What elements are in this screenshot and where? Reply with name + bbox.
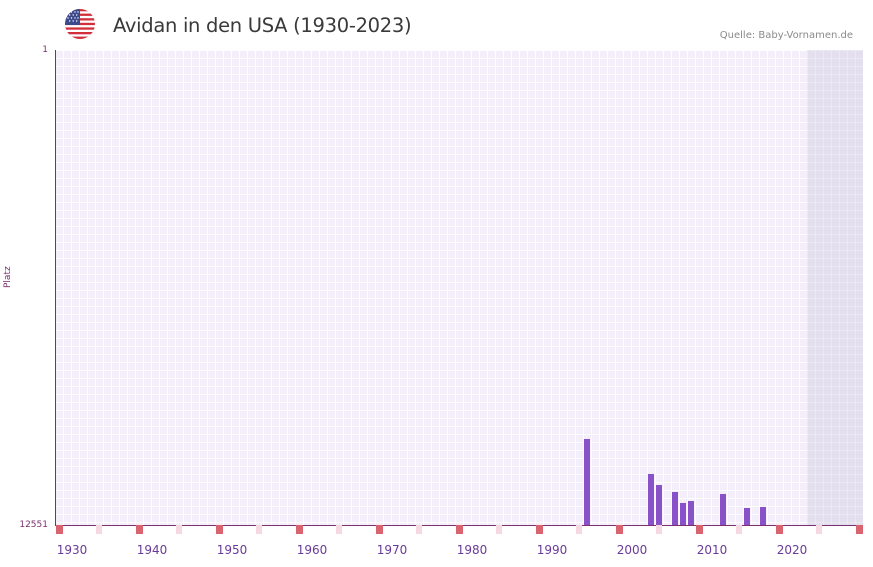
decade-marker [696,525,703,534]
y-axis-line [55,50,56,525]
half-decade-marker [496,525,502,534]
half-decade-marker [336,525,342,534]
half-decade-marker [816,525,822,534]
chart-title: Avidan in den USA (1930-2023) [113,14,412,37]
us-flag-icon [65,9,95,39]
bar-2007[interactable] [688,501,694,525]
half-decade-marker [96,525,102,534]
decade-marker [776,525,783,534]
bar-2011[interactable] [720,494,726,525]
y-label-bottom: 12551 [19,520,48,530]
bar-2006[interactable] [680,503,686,525]
x-tick-label: 1940 [136,543,168,557]
half-decade-marker [576,525,582,534]
bar-2014[interactable] [744,508,750,525]
bar-2003[interactable] [656,485,662,525]
half-decade-marker [176,525,182,534]
y-label-top: 1 [42,45,48,55]
x-tick-label: 1930 [56,543,88,557]
y-axis-title: Platz [3,266,13,288]
decade-marker [296,525,303,534]
decade-marker [456,525,463,534]
x-tick-label: 2020 [776,543,808,557]
x-tick-label: 2010 [696,543,728,557]
x-tick-label: 1980 [456,543,488,557]
source-label[interactable]: Quelle: Baby-Vornamen.de [719,30,853,41]
half-decade-marker [416,525,422,534]
x-tick-label: 2000 [616,543,648,557]
bar-2005[interactable] [672,492,678,525]
bar-1994[interactable] [584,439,590,525]
decade-marker [376,525,383,534]
x-tick-label: 1970 [376,543,408,557]
half-decade-marker [256,525,262,534]
bar-2016[interactable] [760,507,766,525]
x-tick-label: 1990 [536,543,568,557]
decade-marker [536,525,543,534]
decade-marker [56,525,63,534]
decade-marker [216,525,223,534]
half-decade-marker [656,525,662,534]
bar-2002[interactable] [648,474,654,525]
x-tick-label: 1950 [216,543,248,557]
decade-marker [856,525,863,534]
decade-marker [136,525,143,534]
decade-marker [616,525,623,534]
plot-area [55,50,863,525]
future-shade [807,50,863,525]
half-decade-marker [736,525,742,534]
x-tick-label: 1960 [296,543,328,557]
